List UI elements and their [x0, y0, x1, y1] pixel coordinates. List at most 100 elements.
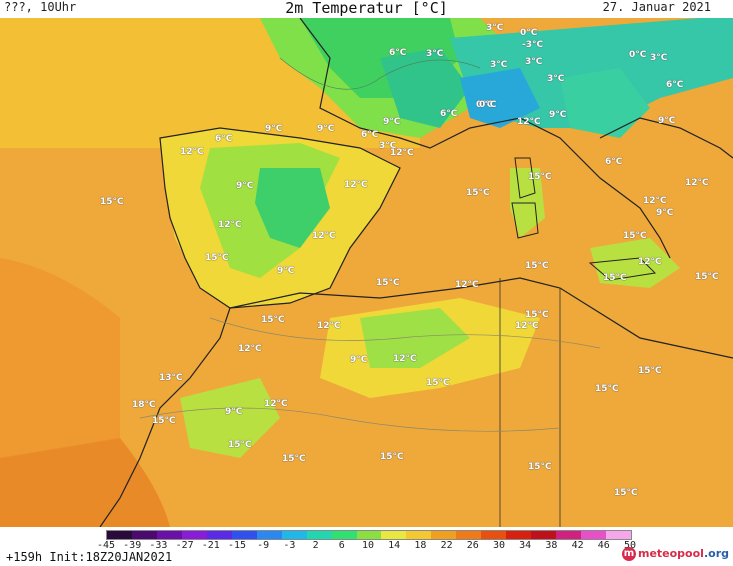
temp-label: 15°C	[638, 366, 662, 376]
colorbar-tick-label: 2	[312, 540, 319, 551]
temp-label: -3°C	[522, 40, 544, 50]
temp-label: 18°C	[132, 400, 156, 410]
colorbar-swatch	[206, 531, 232, 539]
temp-label: 12°C	[312, 231, 336, 241]
temp-label: 3°C	[525, 57, 543, 67]
temp-label: 15°C	[228, 440, 252, 450]
temp-label: 15°C	[380, 452, 404, 462]
colorbar-swatch	[231, 531, 257, 539]
map-footer: -45 -39 -33 -27 -21 -15 -9 -3 2 6 10 14 18 22 26 30 34 38…	[0, 527, 733, 566]
temp-label: 12°C	[390, 148, 414, 158]
colorbar-tick-label: -33	[149, 540, 168, 551]
temp-label: 9°C	[656, 208, 674, 218]
temp-label: 9°C	[236, 181, 254, 191]
map-canvas	[0, 18, 733, 527]
colorbar-swatch	[181, 531, 207, 539]
temp-label: 9°C	[549, 110, 567, 120]
colorbar-tick-label: 10	[361, 540, 375, 551]
colorbar-tick-label: 46	[597, 540, 610, 551]
temp-label: 12°C	[515, 321, 539, 331]
colorbar	[106, 530, 632, 540]
temp-label: 12°C	[180, 147, 204, 157]
colorbar-swatch	[456, 531, 482, 539]
colorbar-tick-label: -27	[175, 540, 194, 551]
colorbar-tick-label: 22	[440, 540, 453, 551]
map-header: ???, 10Uhr 2m Temperatur [°C] 27. Januar…	[0, 0, 733, 18]
meteopool-logo: m meteopool.org	[621, 547, 729, 561]
temp-label: 0°C	[520, 28, 538, 38]
colorbar-tick-label: -21	[201, 540, 220, 551]
colorbar-tick-label: -9	[257, 540, 270, 551]
forecast-date: 27. Januar 2021	[602, 0, 711, 14]
temp-label: 15°C	[595, 384, 619, 394]
colorbar-swatch	[481, 531, 507, 539]
temp-label: 9°C	[317, 124, 335, 134]
temp-label: 12°C	[643, 196, 667, 206]
temp-label: 9°C	[383, 117, 401, 127]
temp-label: 15°C	[623, 231, 647, 241]
temp-label: 15°C	[528, 172, 552, 182]
temp-label: 15°C	[376, 278, 400, 288]
temp-label: 9°C	[658, 116, 676, 126]
colorbar-swatch	[107, 531, 132, 539]
temp-label: 6°C	[361, 130, 379, 140]
colorbar-swatch	[431, 531, 457, 539]
temp-label: 3°C	[547, 74, 565, 84]
temp-label: 3°C	[650, 53, 668, 63]
colorbar-tick-label: -45	[96, 540, 116, 551]
temp-label: 15°C	[205, 253, 229, 263]
colorbar-swatch	[556, 531, 582, 539]
colorbar-tick-label: 38	[545, 540, 558, 551]
run-info: +159h Init:18Z20JAN2021	[6, 550, 173, 564]
temp-label: 3°C	[426, 49, 444, 59]
temp-label: 0°C	[629, 50, 647, 60]
colorbar-swatch	[581, 531, 607, 539]
temp-label: 15°C	[614, 488, 638, 498]
colorbar-swatch	[406, 531, 432, 539]
temp-label: 13°C	[159, 373, 183, 383]
temp-label: 6°C	[389, 48, 407, 58]
colorbar-swatch	[331, 531, 357, 539]
temp-label: 12°C	[455, 280, 479, 290]
colorbar-tick-label: 26	[466, 540, 479, 551]
map-title: 2m Temperatur [°C]	[285, 0, 448, 17]
temp-label: 15°C	[525, 310, 549, 320]
colorbar-tick-label: 6	[338, 540, 345, 551]
temp-label: 12°C	[393, 354, 417, 364]
colorbar-tick-label: 50	[623, 540, 637, 551]
colorbar-swatch	[606, 531, 632, 539]
temp-label: 6°C	[440, 109, 458, 119]
temp-label: 9°C	[265, 124, 283, 134]
temp-label: 12°C	[638, 257, 662, 267]
temp-label: 12°C	[218, 220, 242, 230]
temp-label: 12°C	[685, 178, 709, 188]
temp-label: 15°C	[603, 273, 627, 283]
temp-label: 9°C	[350, 355, 368, 365]
colorbar-swatch	[531, 531, 557, 539]
logo-icon: m	[621, 547, 636, 561]
temp-label: 15°C	[100, 197, 124, 207]
temp-label: 12°C	[264, 399, 288, 409]
temp-label: 3°C	[486, 23, 504, 33]
temp-label: 15°C	[152, 416, 176, 426]
temp-label: 6°C	[605, 157, 623, 167]
temp-label: 0°C	[476, 100, 494, 110]
temp-label: 3°C	[490, 60, 508, 70]
colorbar-swatch	[306, 531, 332, 539]
colorbar-tick-label: 42	[571, 540, 584, 551]
temp-label: 15°C	[426, 378, 450, 388]
temp-label: 6°C	[215, 134, 233, 144]
colorbar-tick-label: 14	[388, 540, 401, 551]
temp-label: 15°C	[525, 261, 549, 271]
colorbar-swatch	[506, 531, 532, 539]
temp-label: 15°C	[466, 188, 490, 198]
temperature-map	[0, 18, 733, 527]
temp-label: 15°C	[282, 454, 306, 464]
temp-label: 15°C	[528, 462, 552, 472]
temp-label: 15°C	[695, 272, 719, 282]
colorbar-tick-label: -15	[227, 540, 247, 551]
colorbar-swatch	[256, 531, 282, 539]
temp-label: 3°C	[379, 141, 397, 151]
temp-label: 9°C	[225, 407, 243, 417]
colorbar-swatch	[356, 531, 382, 539]
